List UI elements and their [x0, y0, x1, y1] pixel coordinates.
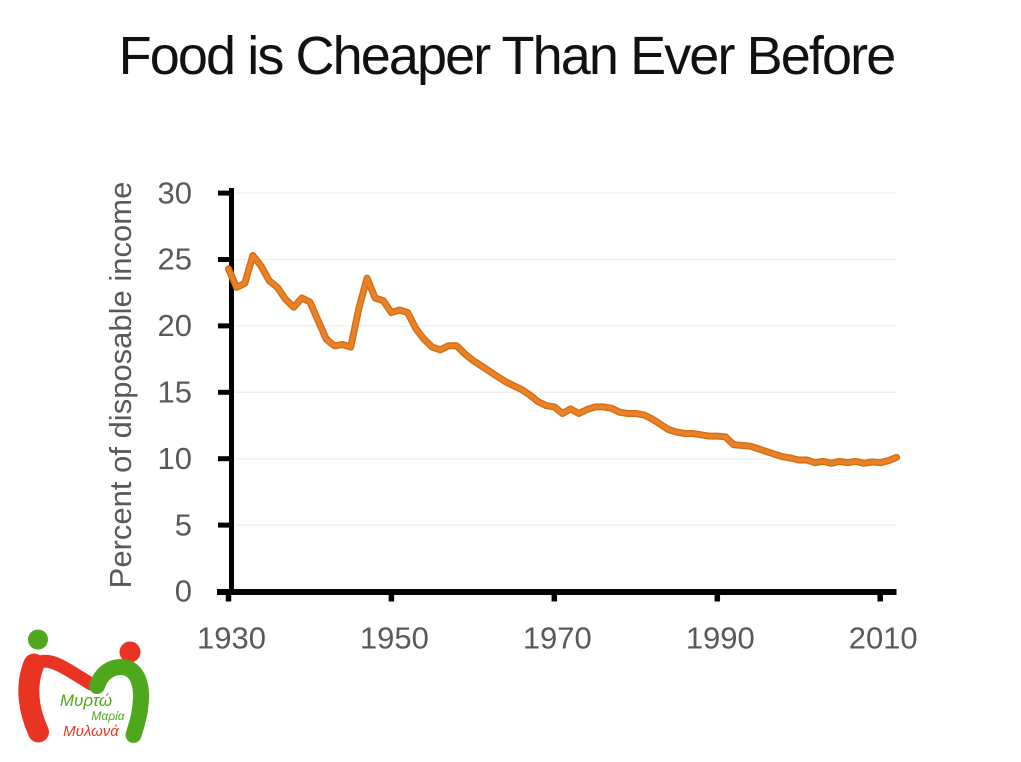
svg-text:25: 25	[158, 242, 192, 277]
svg-text:2010: 2010	[849, 621, 918, 656]
svg-text:Μυρτώ: Μυρτώ	[60, 691, 112, 710]
svg-text:5: 5	[175, 507, 192, 542]
svg-text:1930: 1930	[197, 621, 266, 656]
svg-text:Percent of disposable income: Percent of disposable income	[103, 182, 138, 589]
svg-text:Μυλωνά: Μυλωνά	[63, 723, 119, 740]
svg-text:Μαρία: Μαρία	[91, 709, 125, 723]
svg-text:1990: 1990	[686, 621, 755, 656]
svg-text:1970: 1970	[523, 621, 592, 656]
svg-text:30: 30	[158, 175, 192, 210]
svg-text:20: 20	[158, 308, 192, 343]
svg-text:1950: 1950	[360, 621, 429, 656]
svg-text:10: 10	[158, 441, 192, 476]
svg-text:0: 0	[175, 574, 192, 609]
svg-text:15: 15	[158, 375, 192, 410]
